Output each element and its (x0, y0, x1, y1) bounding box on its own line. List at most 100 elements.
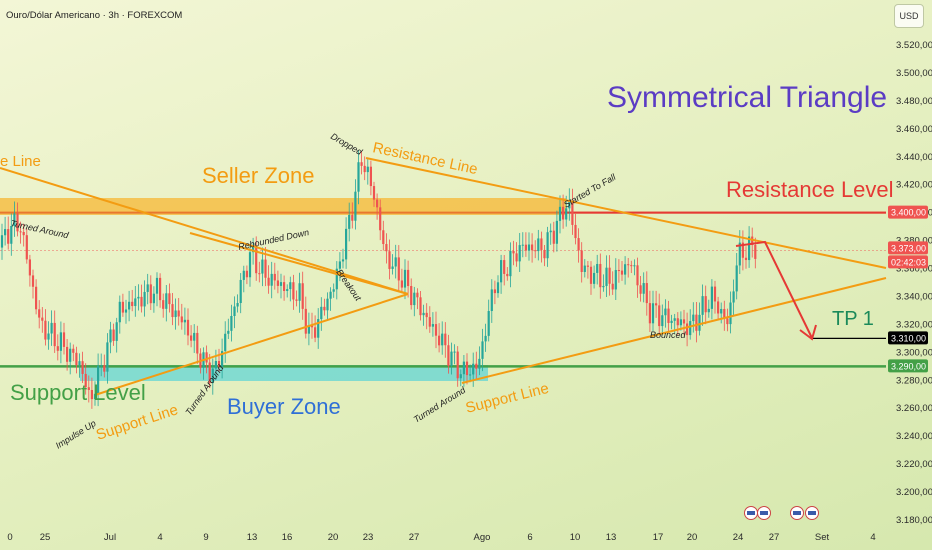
candle-body (534, 250, 537, 252)
candle-body (487, 311, 490, 336)
candle-body (503, 260, 506, 274)
candle-body (664, 308, 667, 316)
candle-body (314, 327, 317, 338)
candle-body (713, 286, 717, 302)
seller-zone-label: Seller Zone (202, 163, 315, 188)
currency-button[interactable]: USD (894, 4, 924, 28)
candle-body (208, 362, 211, 384)
candle-body (134, 298, 137, 307)
candle-body (217, 361, 221, 368)
candle-body (66, 346, 69, 362)
annotation-started-to-fall: Started To Fall (562, 171, 618, 209)
candle-body (735, 265, 738, 292)
candle-body (310, 325, 314, 328)
candle-body (509, 251, 512, 277)
y-tick-label: 3.420,00 (896, 180, 932, 191)
candle-body (31, 275, 35, 287)
candle-body (605, 267, 608, 286)
candle-body (574, 224, 577, 239)
candle-body (589, 266, 593, 284)
candle-body (106, 342, 109, 372)
candle-body (524, 244, 527, 251)
candle-body (84, 373, 87, 388)
candle-body (732, 291, 735, 303)
candle-body (682, 319, 686, 324)
candle-body (53, 322, 56, 347)
candle-body (81, 361, 84, 374)
y-tick-label: 3.440,00 (896, 152, 932, 163)
candle-body (19, 231, 22, 233)
candle-body (307, 325, 310, 334)
candle-body (115, 322, 118, 341)
candle-body (425, 312, 428, 318)
price-tag-label: 02:42:03 (891, 257, 926, 267)
candle-body (211, 368, 214, 384)
candle-body (679, 319, 682, 326)
y-tick-label: 3.460,00 (896, 124, 932, 135)
x-tick-label: 10 (570, 532, 581, 543)
price-tag-label: 3.373,00 (891, 243, 926, 253)
candle-body (438, 335, 441, 346)
candle-body (540, 238, 543, 250)
price-tag-box (888, 331, 928, 345)
candle-body (453, 351, 456, 353)
candle-body (159, 277, 162, 301)
candle-body (391, 266, 394, 269)
candle-body (515, 253, 518, 262)
candle-body (354, 191, 357, 221)
y-tick-label: 3.500,00 (896, 68, 932, 79)
annotation-impulse-up: Impulse Up (54, 418, 98, 451)
candle-body (642, 283, 645, 294)
candle-body (686, 323, 689, 336)
candle-body (720, 308, 723, 314)
x-tick-label: 20 (328, 532, 339, 543)
candle-body (422, 312, 425, 316)
resistance-trendline (365, 157, 887, 269)
candle-body (723, 308, 726, 319)
candle-body (62, 332, 66, 347)
price-tag-box (888, 241, 928, 255)
candle-body (341, 259, 345, 262)
candle-body (614, 270, 617, 290)
ascending-trendline-1 (94, 293, 409, 396)
candle-body (512, 251, 515, 254)
candle-body (221, 351, 224, 368)
y-tick-label: 3.220,00 (896, 459, 932, 470)
candle-body (0, 235, 4, 248)
x-tick-label: 27 (769, 532, 780, 543)
candle-body (617, 270, 620, 272)
candle-body (692, 314, 695, 322)
resistance-line-label: Resistance Line (371, 139, 479, 178)
candle-body (35, 286, 38, 310)
candle-body (748, 236, 751, 261)
chart-header-title: Ouro/Dólar Americano · 3h · FOREXCOM (6, 10, 183, 21)
price-tag-label: 3.310,00 (891, 333, 926, 343)
candle-body (738, 242, 741, 266)
candle-body (484, 335, 487, 342)
candle-body (645, 283, 648, 304)
candle-body (546, 232, 549, 259)
buyer-zone-label: Buyer Zone (227, 394, 341, 419)
candle-body (481, 341, 484, 359)
candle-body (493, 289, 496, 294)
candle-body (636, 265, 639, 286)
candle-body (224, 333, 227, 352)
y-tick-label: 3.260,00 (896, 403, 932, 414)
candle-body (109, 329, 112, 343)
candle-body (183, 319, 186, 323)
candle-body (332, 289, 335, 292)
candle-body (317, 319, 320, 338)
x-tick-label: 4 (870, 532, 875, 543)
candle-body (475, 363, 478, 369)
candle-body (695, 314, 698, 331)
tp1-label: TP 1 (832, 308, 874, 330)
price-tag-box (888, 255, 928, 269)
candle-body (583, 265, 586, 272)
annotation-turned-around: Turned Around (10, 218, 71, 240)
candle-body (72, 348, 75, 353)
candle-body (360, 162, 363, 166)
annotation-bounced: Bounced (650, 330, 687, 340)
candle-body (69, 348, 72, 362)
candle-body (658, 305, 661, 327)
